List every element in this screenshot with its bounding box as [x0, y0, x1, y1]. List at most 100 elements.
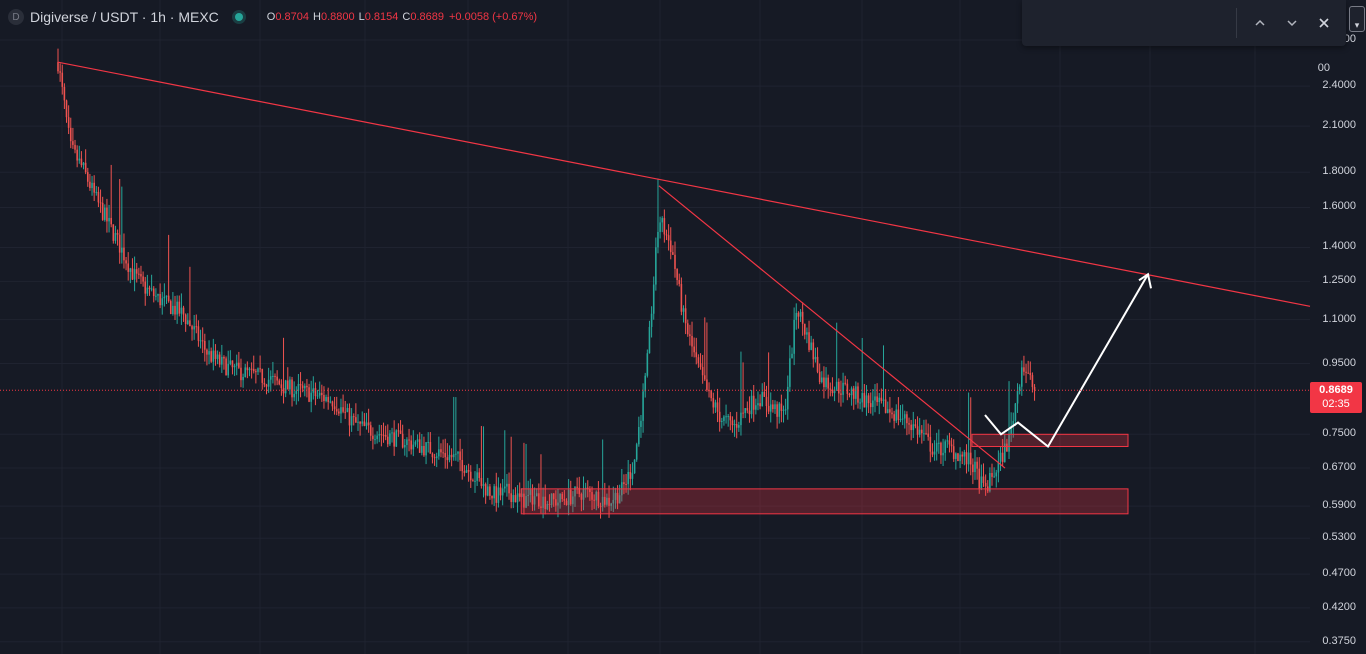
candle-body [340, 407, 342, 414]
candle-body [533, 496, 536, 505]
candle-body [97, 191, 100, 203]
candle-body [561, 493, 564, 500]
chevron-down-icon[interactable] [1280, 11, 1304, 35]
candle-body [357, 421, 359, 423]
candle-body [495, 486, 498, 503]
candle-body [193, 326, 195, 330]
candle-body [350, 416, 353, 426]
candle-body [516, 493, 519, 503]
y-tick-label: 0.4200 [1322, 600, 1356, 613]
candle-body [967, 452, 970, 465]
y-tick-label: 2.1000 [1322, 119, 1356, 132]
candle-body [650, 313, 653, 327]
chevron-up-icon[interactable] [1248, 11, 1272, 35]
candle-body [393, 432, 395, 447]
candle-body [163, 296, 166, 299]
candle-body [989, 473, 991, 492]
candle-body [712, 398, 715, 408]
candle-body [808, 332, 810, 350]
candle-body [365, 422, 368, 426]
candle-body [974, 461, 976, 473]
candle-body [235, 362, 238, 366]
candle-body [521, 493, 523, 497]
candle-body [1010, 425, 1012, 434]
candle-body [461, 459, 464, 472]
candle-body [265, 384, 268, 387]
candle-body [486, 486, 489, 496]
candle-body [640, 420, 642, 427]
candle-body [591, 492, 593, 500]
candle-body [125, 260, 127, 264]
candle-body [669, 240, 672, 253]
candle-body [738, 425, 740, 428]
candle-body [142, 276, 144, 282]
candle-body [382, 434, 385, 436]
candle-body [89, 181, 91, 189]
symbol-title[interactable]: Digiverse / USDT · 1h · MEXC [30, 9, 219, 25]
candle-body [476, 472, 478, 481]
candle-body [582, 488, 585, 500]
candle-body [510, 493, 512, 503]
candle-body [186, 320, 189, 325]
scale-dropdown-icon[interactable]: ▾ [1349, 6, 1365, 32]
candle-body [623, 482, 625, 485]
candle-body [161, 298, 164, 306]
candle-body [478, 472, 481, 478]
candle-body [63, 86, 66, 101]
candle-body [221, 356, 223, 365]
candle-body [195, 326, 198, 328]
candle-body [659, 222, 661, 232]
candle-body [897, 409, 900, 420]
candle-body [414, 441, 417, 445]
candle-body [348, 407, 351, 426]
market-status-icon[interactable] [234, 13, 243, 21]
candle-body [646, 353, 649, 376]
candle-body [255, 371, 257, 373]
candle-body [493, 486, 495, 499]
symbol-legend: D Digiverse / USDT · 1h · MEXC O 0.8704 H… [8, 6, 537, 28]
candle-body [61, 72, 64, 87]
candle-body [965, 452, 968, 465]
candle-body [369, 425, 372, 436]
candle-body [65, 100, 68, 118]
candle-body [969, 452, 972, 465]
candle-body [225, 358, 227, 376]
candle-body [733, 423, 736, 426]
candle-body [303, 385, 306, 389]
candle-body [531, 489, 534, 505]
candle-body [614, 492, 617, 500]
candle-body [342, 407, 344, 412]
candle-body [410, 440, 412, 450]
candle-body [427, 441, 429, 443]
candle-body [104, 207, 106, 220]
candle-body [352, 416, 355, 418]
ohlc-close-value: 0.8689 [410, 11, 444, 23]
candle-body [86, 172, 89, 182]
candle-body [567, 489, 570, 506]
candle-body [597, 491, 600, 507]
candle-body [93, 182, 95, 193]
candle-body [455, 453, 457, 455]
candle-body [861, 393, 864, 403]
candle-body [806, 332, 808, 335]
candle-body [878, 397, 881, 403]
candle-body [1018, 386, 1021, 391]
candle-body [827, 377, 829, 389]
candle-body [672, 252, 674, 255]
candle-body [948, 440, 951, 445]
candle-body [676, 268, 678, 281]
candle-body [729, 416, 732, 421]
candle-body [206, 349, 208, 355]
candle-body [386, 436, 389, 445]
candle-body [767, 406, 770, 412]
candle-body [814, 356, 817, 360]
candle-body [999, 452, 1002, 462]
candle-body [1020, 367, 1023, 387]
candle-body [459, 451, 461, 460]
candle-body [191, 326, 193, 330]
candle-body [608, 497, 610, 506]
candle-body [848, 393, 851, 396]
close-icon[interactable] [1312, 11, 1336, 35]
candle-body [550, 493, 553, 505]
